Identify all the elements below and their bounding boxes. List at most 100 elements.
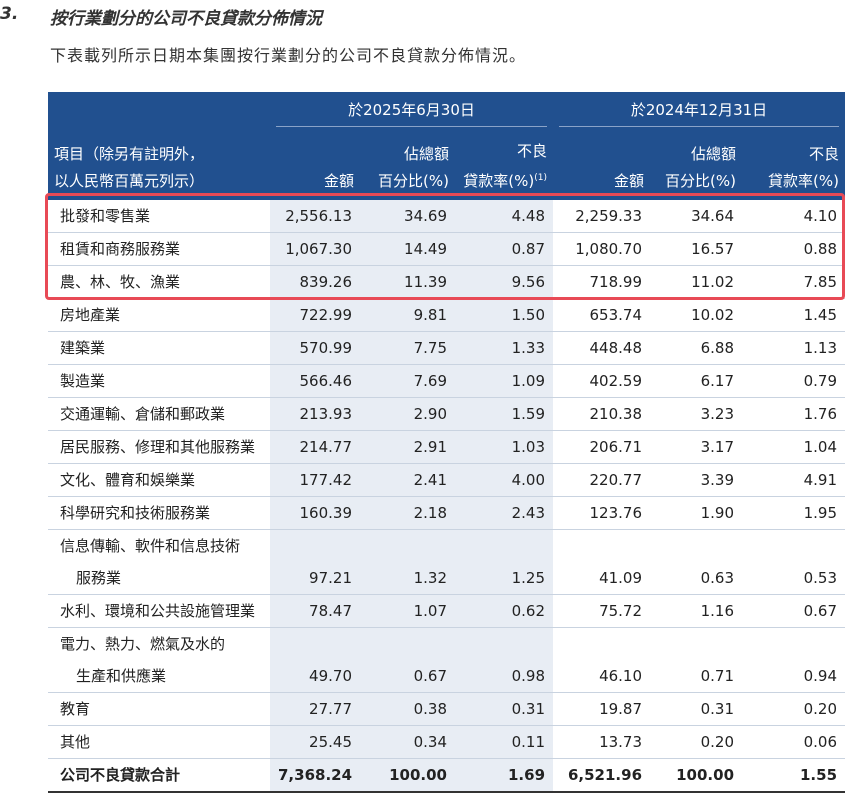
column-header-line: 金額 (614, 172, 645, 190)
cell-value: 16.57 (650, 232, 743, 266)
group-header: 於2025年6月30日 (270, 92, 554, 128)
table-row: 批發和零售業 2,556.13 34.69 4.48 2,259.33 34.64 4.10 (48, 200, 846, 233)
column-header: 不良貸款率(%)(1) (455, 128, 554, 200)
column-header-line: 金額 (323, 172, 354, 190)
footnote-mark: (1) (534, 173, 548, 183)
table-row: 房地產業 722.99 9.81 1.50 653.74 10.02 1.45 (48, 298, 846, 332)
cell-value: 34.64 (650, 200, 743, 233)
column-header-line: 百分比(%) (378, 172, 449, 190)
cell-value: 123.76 (553, 496, 651, 530)
cell-value: 1,080.70 (553, 232, 651, 266)
row-label: 科學研究和技術服務業 (48, 496, 270, 530)
table-row: 建築業 570.99 7.75 1.33 448.48 6.88 1.13 (48, 331, 846, 365)
column-header: 金額 (553, 128, 651, 200)
column-header-line: 貸款率(%) (768, 172, 840, 190)
table-row: 水利、環境和公共設施管理業 78.47 1.07 0.62 75.72 1.16 0.67 (48, 594, 846, 628)
row-label-line: 信息傳輸、軟件和信息技術 (60, 537, 241, 555)
section-title: 按行業劃分的公司不良貸款分佈情況 (50, 9, 322, 29)
cell-value: 4.48 (455, 200, 554, 233)
cell-value: 11.02 (650, 265, 743, 299)
table-row: 農、林、牧、漁業 839.26 11.39 9.56 718.99 11.02 7.85 (48, 265, 846, 299)
cell-value: 49.70 (270, 627, 360, 693)
cell-value: 1.03 (455, 430, 554, 464)
cell-value: 14.49 (360, 232, 455, 266)
npl-table: 項目（除另有註明外， 以人民幣百萬元列示） 於2025年6月30日 於2024年12月… (48, 92, 846, 793)
cell-value: 1.55 (742, 758, 846, 793)
cell-value: 75.72 (553, 594, 651, 628)
table-row: 居民服務、修理和其他服務業 214.77 2.91 1.03 206.71 3.17 1.0… (48, 430, 846, 464)
column-header: 佔總額百分比(%) (360, 128, 455, 200)
table-row: 其他 25.45 0.34 0.11 13.73 0.20 0.06 (48, 725, 846, 759)
cell-value: 566.46 (270, 364, 360, 398)
cell-value: 1,067.30 (270, 232, 360, 266)
cell-value: 97.21 (270, 529, 360, 595)
cell-value: 1.90 (650, 496, 743, 530)
cell-value: 10.02 (650, 298, 743, 332)
cell-value: 2.41 (360, 463, 455, 497)
cell-value: 1.69 (455, 758, 554, 793)
cell-value: 160.39 (270, 496, 360, 530)
cell-value: 213.93 (270, 397, 360, 431)
cell-value: 839.26 (270, 265, 360, 299)
row-label-line: 租賃和商務服務業 (60, 240, 181, 258)
cell-value: 1.25 (455, 529, 554, 595)
cell-value: 1.59 (455, 397, 554, 431)
table-row: 教育 27.77 0.38 0.31 19.87 0.31 0.20 (48, 692, 846, 726)
table-row: 租賃和商務服務業 1,067.30 14.49 0.87 1,080.70 16.57 0.… (48, 232, 846, 266)
column-header-line: 不良 (809, 145, 840, 163)
table-row: 交通運輸、倉儲和郵政業 213.93 2.90 1.59 210.38 3.23 1.76 (48, 397, 846, 431)
row-label: 房地產業 (48, 298, 270, 332)
row-label: 電力、熱力、燃氣及水的生產和供應業 (48, 627, 270, 693)
cell-value: 0.63 (650, 529, 743, 595)
cell-value: 0.53 (742, 529, 846, 595)
cell-value: 2.91 (360, 430, 455, 464)
cell-value: 3.23 (650, 397, 743, 431)
cell-value: 3.39 (650, 463, 743, 497)
cell-value: 177.42 (270, 463, 360, 497)
row-label: 教育 (48, 692, 270, 726)
table-row: 公司不良貸款合計 7,368.24 100.00 1.69 6,521.96 100.00… (48, 758, 846, 793)
row-label-line: 生產和供應業 (76, 667, 167, 685)
cell-value: 570.99 (270, 331, 360, 365)
cell-value: 0.20 (742, 692, 846, 726)
cell-value: 2.43 (455, 496, 554, 530)
row-label-line: 批發和零售業 (60, 207, 151, 225)
cell-value: 7.75 (360, 331, 455, 365)
row-label: 批發和零售業 (48, 200, 270, 233)
group-header: 於2024年12月31日 (553, 92, 846, 128)
cell-value: 0.87 (455, 232, 554, 266)
intro-text: 下表載列所示日期本集團按行業劃分的公司不良貸款分佈情況。 (50, 46, 527, 65)
column-header: 不良貸款率(%) (742, 128, 846, 200)
row-label: 農、林、牧、漁業 (48, 265, 270, 299)
row-label-line: 製造業 (60, 372, 106, 390)
table-row: 科學研究和技術服務業 160.39 2.18 2.43 123.76 1.90 1.95 (48, 496, 846, 530)
cell-value: 0.31 (455, 692, 554, 726)
cell-value: 0.11 (455, 725, 554, 759)
row-label-line: 電力、熱力、燃氣及水的 (60, 635, 226, 653)
group-label: 於2024年12月31日 (559, 93, 840, 127)
cell-value: 6.17 (650, 364, 743, 398)
row-label: 製造業 (48, 364, 270, 398)
cell-value: 1.95 (742, 496, 846, 530)
cell-value: 402.59 (553, 364, 651, 398)
row-label-line: 農、林、牧、漁業 (60, 273, 181, 291)
row-label-line: 水利、環境和公共設施管理業 (60, 602, 256, 620)
column-header-line: 不良 (517, 142, 548, 160)
column-header: 佔總額 百分比(%) (650, 128, 743, 200)
column-header-line: 貸款率(%) (463, 172, 535, 190)
cell-value: 46.10 (553, 627, 651, 693)
cell-value: 4.91 (742, 463, 846, 497)
cell-value: 0.67 (742, 594, 846, 628)
cell-value: 0.06 (742, 725, 846, 759)
cell-value: 1.09 (455, 364, 554, 398)
cell-value: 220.77 (553, 463, 651, 497)
header-row: 金額 佔總額 百分比(%) 不良 貸款率(%)(1) 金額 佔總額 百分比(%) 不良 貸款率(%… (48, 128, 846, 200)
cell-value: 2.90 (360, 397, 455, 431)
cell-value: 0.34 (360, 725, 455, 759)
row-label: 公司不良貸款合計 (48, 758, 270, 793)
row-label-line: 公司不良貸款合計 (60, 766, 181, 784)
column-header-line: 佔總額 (403, 145, 449, 163)
cell-value: 722.99 (270, 298, 360, 332)
cell-value: 3.17 (650, 430, 743, 464)
cell-value: 1.50 (455, 298, 554, 332)
